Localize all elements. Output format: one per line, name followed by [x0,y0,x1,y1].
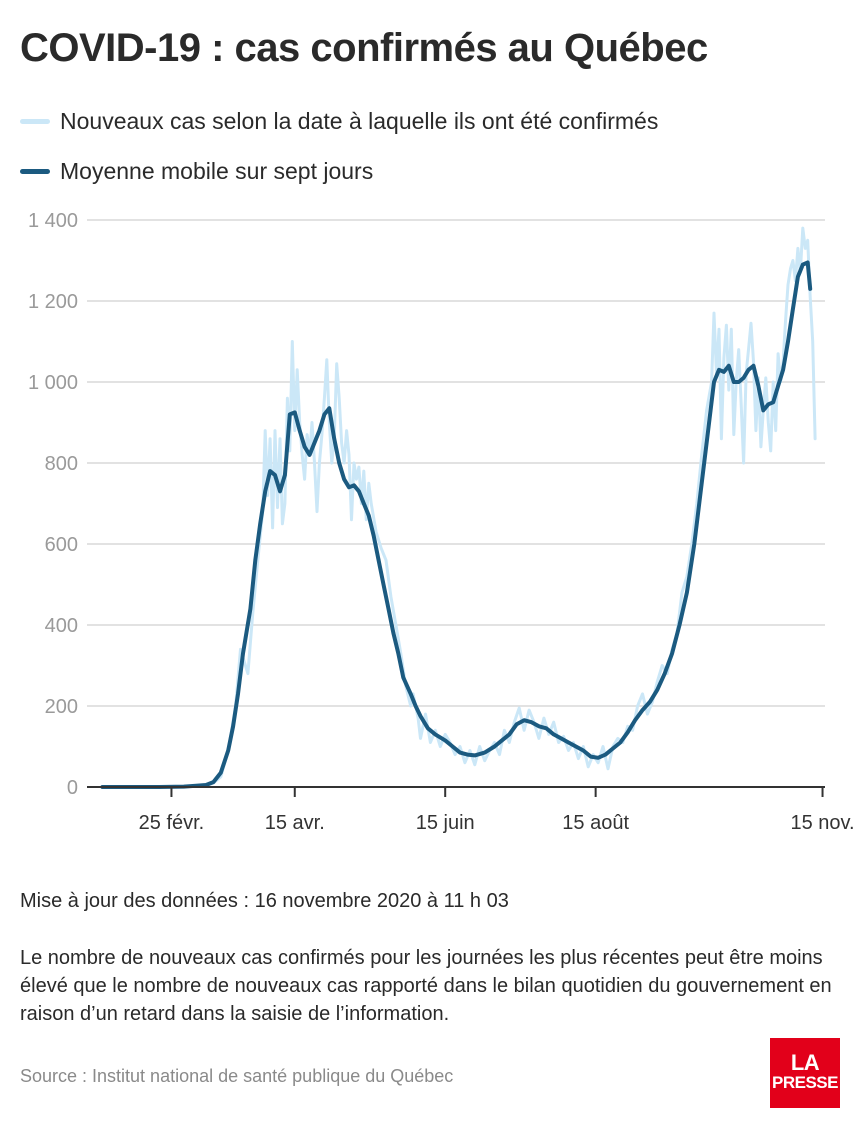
logo-line-2: PRESSE [772,1073,838,1092]
x-tick-label: 15 nov. [790,812,854,834]
y-tick-label: 1 000 [28,372,78,394]
x-tick-label: 15 août [562,812,629,834]
legend-swatch-avg [20,169,50,174]
x-tick-label: 15 avr. [265,812,325,834]
legend-item-raw: Nouveaux cas selon la date à laquelle il… [20,108,658,135]
x-tick-label: 25 févr. [139,812,205,834]
grid-lines [87,219,825,707]
chart-title: COVID-19 : cas confirmés au Québec [20,26,708,70]
raw-cases-line [100,226,817,789]
line-chart: 0 200 400 600 800 1 000 1 200 1 400 25 févr. 15 … [28,210,855,834]
y-tick-label: 800 [45,453,78,475]
legend-swatch-raw [20,119,50,124]
y-tick-label: 1 200 [28,291,78,313]
legend-item-avg: Moyenne mobile sur sept jours [20,158,373,185]
x-axis: 25 févr. 15 avr. 15 juin 15 août 15 nov. [87,786,855,834]
x-tick-label: 15 juin [416,812,475,834]
moving-average-series [100,260,813,789]
la-presse-logo: LA PRESSE [770,1038,840,1108]
source-credit: Source : Institut national de santé publ… [20,1066,454,1086]
y-tick-label: 1 400 [28,210,78,232]
logo-line-1: LA [790,1050,820,1075]
y-axis-tick-labels: 0 200 400 600 800 1 000 1 200 1 400 [28,210,78,799]
moving-average-line [100,260,813,789]
legend-label-raw: Nouveaux cas selon la date à laquelle il… [60,108,659,134]
y-tick-label: 400 [45,615,78,637]
y-tick-label: 600 [45,534,78,556]
y-tick-label: 200 [45,696,78,718]
raw-series [100,226,817,789]
data-note: Le nombre de nouveaux cas confirmés pour… [20,947,832,1025]
update-timestamp: Mise à jour des données : 16 novembre 20… [20,890,509,912]
y-tick-label: 0 [67,777,78,799]
legend-label-avg: Moyenne mobile sur sept jours [60,158,374,184]
